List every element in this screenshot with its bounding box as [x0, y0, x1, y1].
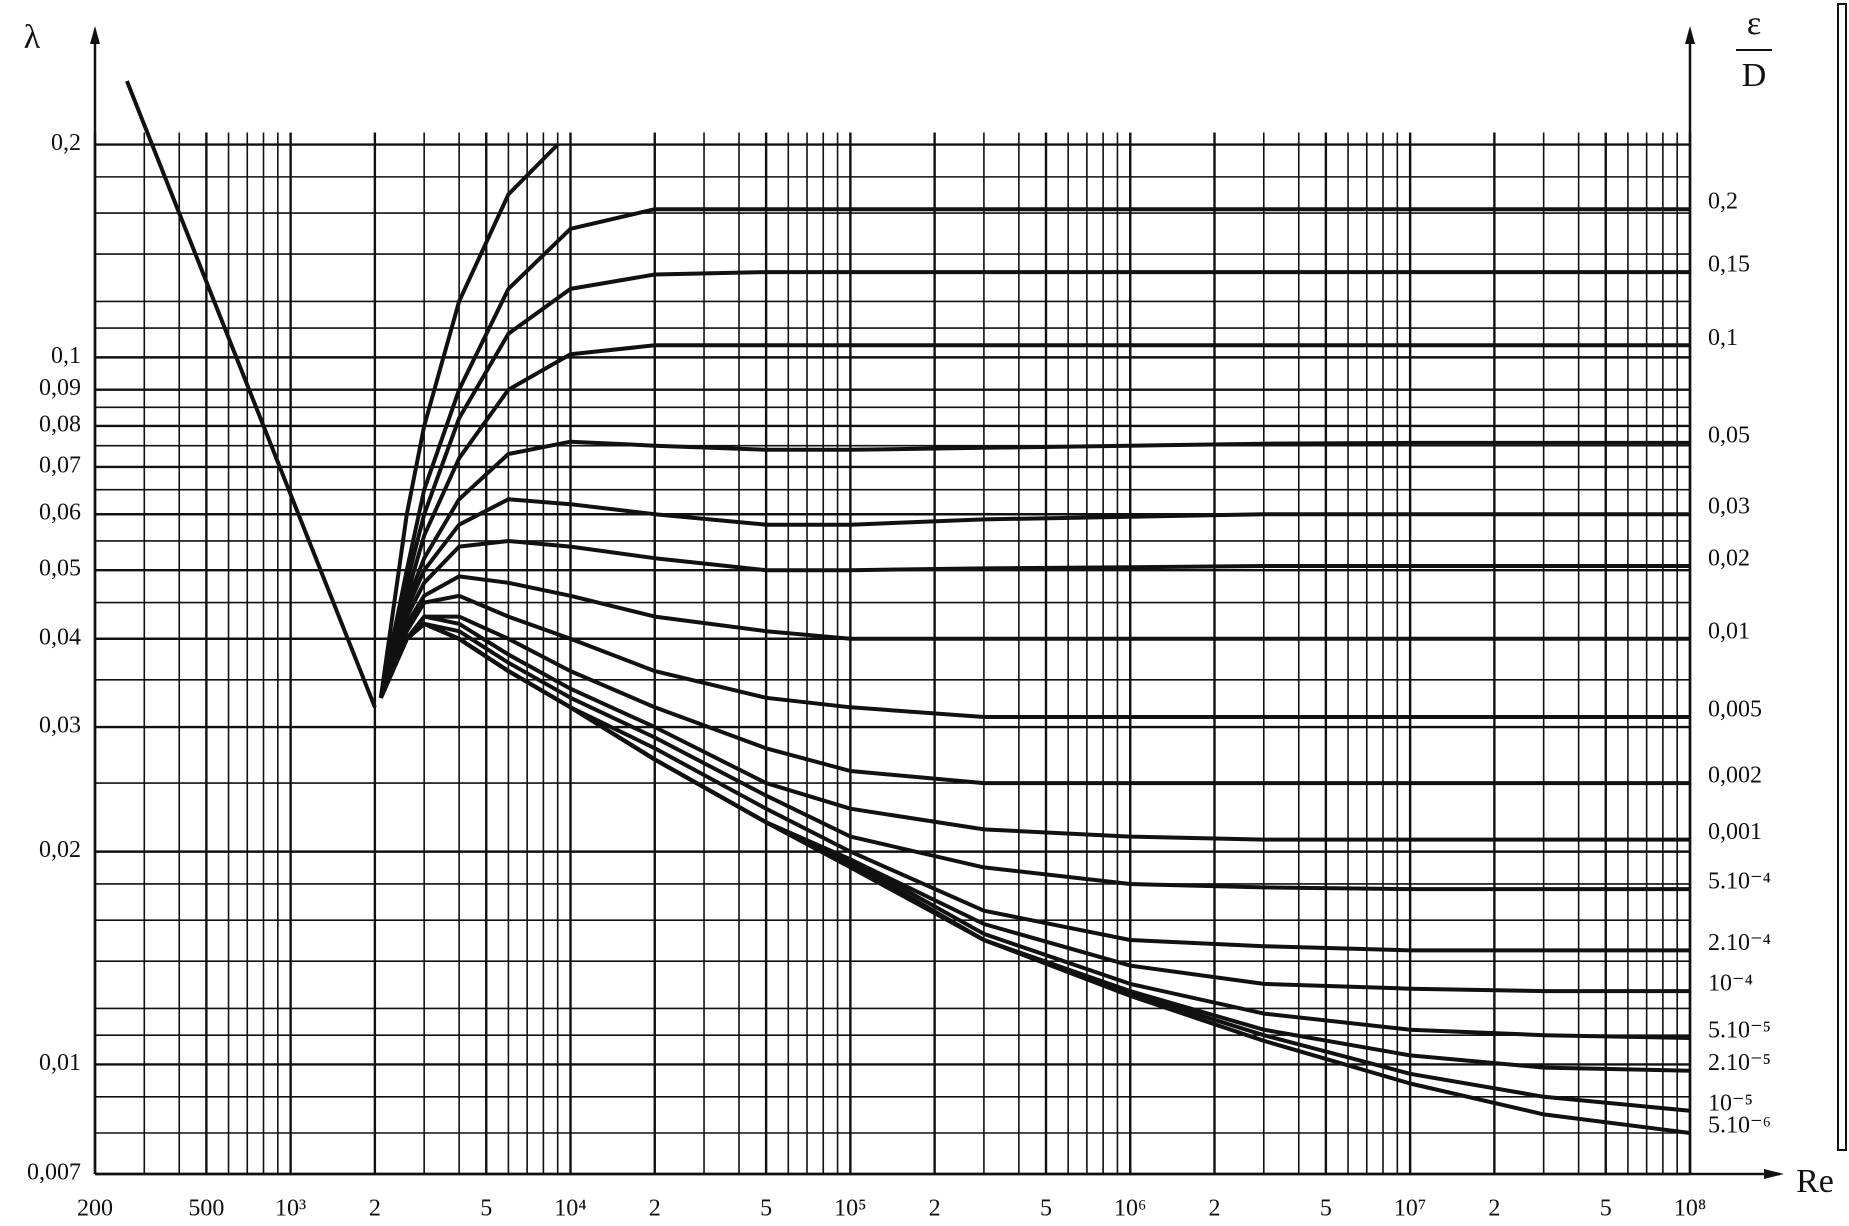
- laminar-line: [125, 80, 377, 709]
- series-label: 0,15: [1708, 252, 1750, 278]
- y-tick-label: 0,2: [51, 130, 81, 156]
- series-line: [378, 593, 1690, 719]
- series-label: 0,002: [1708, 763, 1762, 789]
- series-label: 0,1: [1708, 325, 1738, 351]
- series-label: 5.10⁻⁴: [1708, 869, 1771, 895]
- series-line: [378, 343, 1690, 699]
- series-label: 5.10⁻⁵: [1708, 1018, 1771, 1044]
- x-tick-label: 10⁷: [1394, 1196, 1426, 1222]
- series-label: 10⁻⁴: [1708, 971, 1753, 997]
- series-line: [378, 439, 1690, 699]
- x-tick-label: 2: [1488, 1196, 1500, 1222]
- y-tick-label: 0,02: [39, 837, 81, 863]
- series-line: [378, 497, 1690, 699]
- y-tick-label: 0,007: [27, 1160, 81, 1186]
- y-tick-label: 0,03: [39, 713, 81, 739]
- x-tick-label: 5: [1600, 1196, 1612, 1222]
- y-tick-label: 0,1: [51, 343, 81, 369]
- y-tick-label: 0,01: [39, 1050, 81, 1076]
- x-tick-label: 10⁵: [834, 1196, 866, 1222]
- y-axis-arrow: [90, 26, 100, 44]
- series-label: 0,2: [1708, 189, 1738, 215]
- x-tick-label: 500: [188, 1196, 224, 1222]
- x-tick-label: 2: [929, 1196, 941, 1222]
- series-label: 0,03: [1708, 494, 1750, 520]
- series-label: 0,001: [1708, 819, 1762, 845]
- series-label: 5.10⁻⁶: [1708, 1112, 1771, 1138]
- y-tick-label: 0,09: [39, 375, 81, 401]
- series-label: 0,02: [1708, 545, 1750, 571]
- x-tick-label: 2: [369, 1196, 381, 1222]
- series-line: [378, 614, 1690, 842]
- y-tick-label: 0,05: [39, 556, 81, 582]
- y2-label-denominator: D: [1742, 57, 1767, 94]
- x-tick-label: 5: [1320, 1196, 1332, 1222]
- x-tick-label: 5: [1040, 1196, 1052, 1222]
- series-line: [378, 621, 1691, 1135]
- series-line: [378, 614, 1690, 786]
- series-label: 2.10⁻⁵: [1708, 1050, 1771, 1076]
- series-line: [378, 270, 1690, 699]
- y2-label-numerator: ε: [1747, 5, 1761, 42]
- x-tick-label: 10⁴: [554, 1196, 586, 1222]
- series-label: 2.10⁻⁴: [1708, 930, 1771, 956]
- y-tick-label: 0,07: [39, 452, 81, 478]
- series-line: [378, 207, 1690, 699]
- x-tick-label: 10⁶: [1114, 1196, 1146, 1222]
- series-label: 0,005: [1708, 697, 1762, 723]
- x-tick-label: 5: [480, 1196, 492, 1222]
- series-label: 0,01: [1708, 618, 1750, 644]
- upper-curve: [378, 143, 560, 699]
- x-tick-label: 5: [760, 1196, 772, 1222]
- x-tick-label: 2: [649, 1196, 661, 1222]
- frame-edge: [1837, 3, 1847, 1151]
- series-label: 10⁻⁵: [1708, 1090, 1753, 1116]
- x-tick-label: 2: [1209, 1196, 1221, 1222]
- series-line: [378, 539, 1690, 699]
- y-axis-label: λ: [24, 19, 41, 56]
- x-tick-label: 200: [77, 1196, 113, 1222]
- y-tick-label: 0,04: [39, 624, 81, 650]
- x-axis-label: Re: [1796, 1163, 1834, 1200]
- x-axis-arrow: [1764, 1169, 1784, 1179]
- series-line: [378, 574, 1690, 699]
- series-label: 0,05: [1708, 422, 1750, 448]
- y2-axis-arrow: [1685, 26, 1695, 44]
- y-tick-label: 0,08: [39, 411, 81, 437]
- series-line: [378, 621, 1690, 892]
- x-tick-label: 10⁸: [1674, 1196, 1706, 1222]
- x-tick-label: 10³: [275, 1196, 306, 1222]
- y-tick-label: 0,06: [39, 500, 81, 526]
